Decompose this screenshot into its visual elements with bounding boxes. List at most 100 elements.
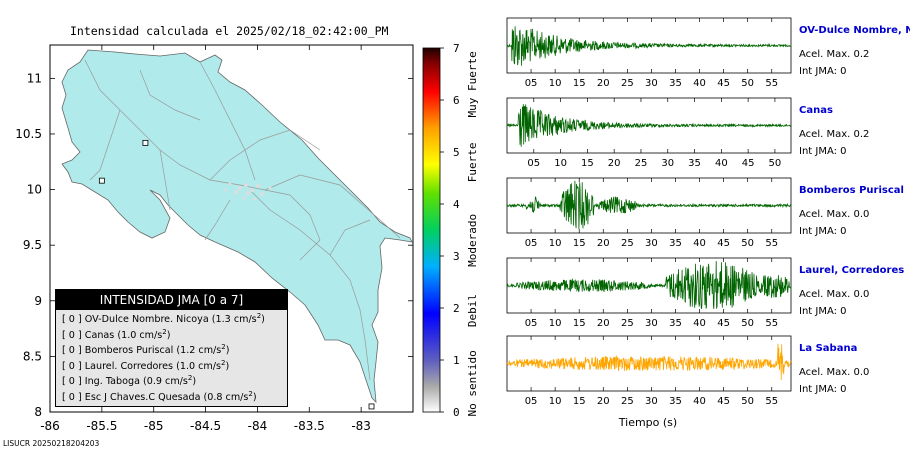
seismogram-tick-label: 50 — [741, 238, 754, 249]
legend-item-text: OV-Dulce Nombre. Nicoya (1.3 cm/s — [84, 314, 257, 325]
map-axis-ticks: -86 -85.5 -85 -84.5 -84 -83.5 -83 11 10.5 10 9.5 9 8… — [15, 45, 413, 433]
legend-item-intensity: [ 0 ] — [62, 391, 82, 403]
accel-max: Acel. Max. 0.0 — [799, 289, 869, 300]
legend-item: [ 0 ] Bomberos Puriscal (1.2 cm/s2) — [56, 343, 287, 359]
seismogram-tick-label: 55 — [765, 396, 778, 407]
legend-item-tail: ) — [261, 314, 265, 325]
map-xtick-label: -83.5 — [294, 419, 325, 433]
seismogram-tick-label: 30 — [645, 396, 658, 407]
legend-item-intensity: [ 0 ] — [62, 376, 82, 387]
seismogram-2: 05 10 15 20 25 30 35 40 45 50 55 Bomberos Puriscal A… — [506, 177, 904, 249]
map-ytick-label: 10 — [27, 183, 42, 197]
station-markers — [98, 139, 375, 410]
seismogram-tick-label: 25 — [635, 158, 648, 169]
seismogram-tick-label: 10 — [549, 318, 562, 329]
colorbar: 7 6 5 4 3 2 1 0 Muy Fuerte Fuerte Moderado Debil No… — [422, 42, 479, 419]
station-name: La Sabana — [799, 343, 857, 354]
station-name: Canas — [799, 105, 833, 116]
seismogram-tick-label: 40 — [693, 396, 706, 407]
seismogram-tick-label: 25 — [621, 318, 634, 329]
colorbar-tick-label: 5 — [453, 146, 460, 159]
road-network — [84, 59, 401, 381]
colorbar-label: Fuerte — [466, 143, 479, 183]
seismogram-tick-label: 05 — [525, 318, 538, 329]
costa-rica-land — [61, 49, 413, 404]
seismogram-3: 05 10 15 20 25 30 35 40 45 50 55 Laurel, Corredores… — [506, 257, 904, 329]
legend-item-sup: 2 — [221, 342, 226, 351]
city-cluster — [223, 182, 272, 201]
seismogram-0: 05 10 15 20 25 30 35 40 45 50 55 OV-Dulce Nombre, N… — [506, 17, 910, 89]
map-xtick-label: -84.5 — [190, 419, 221, 433]
colorbar-ticks: 7 6 5 4 3 2 1 0 — [440, 42, 460, 419]
seismogram-tick-label: 40 — [693, 78, 706, 89]
legend-item: [ 0 ] Ing. Taboga (0.9 cm/s2) — [56, 374, 287, 390]
int-jma: Int JMA: 0 — [799, 384, 847, 395]
legend-item-text: Bomberos Puriscal (1.2 cm/s — [84, 345, 222, 356]
footer-id: LISUCR 20250218204203 — [3, 439, 100, 448]
seismogram-1: 05 10 15 20 25 30 35 40 45 50 Canas Acel. Max. 0.2 I… — [506, 97, 869, 169]
map-title: Intensidad calculada el 2025/02/18_02:42… — [70, 24, 389, 38]
map-ytick-label: 10.5 — [15, 127, 42, 141]
legend-item-sup: 2 — [221, 358, 226, 367]
seismogram-tick-label: 25 — [621, 238, 634, 249]
seismogram-tick-label: 50 — [741, 318, 754, 329]
map-xtick-label: -85.5 — [86, 419, 117, 433]
seismogram-tick-label: 35 — [669, 318, 682, 329]
legend-rows: [ 0 ] OV-Dulce Nombre. Nicoya (1.3 cm/s 2… — [56, 312, 287, 405]
seismogram-tick-label: 30 — [645, 238, 658, 249]
map-xtick-label: -85 — [144, 419, 164, 433]
colorbar-tick-label: 1 — [453, 354, 460, 367]
seismogram-trace — [506, 343, 792, 380]
int-jma: Int JMA: 0 — [799, 306, 847, 317]
colorbar-tick-label: 4 — [453, 198, 460, 211]
accel-max: Acel. Max. 0.0 — [799, 209, 869, 220]
seismogram-tick-label: 55 — [765, 78, 778, 89]
seismogram-tick-label: 40 — [693, 318, 706, 329]
legend-item-sup: 2 — [187, 373, 193, 382]
seismogram-tick-label: 20 — [597, 78, 610, 89]
seismogram-trace — [506, 104, 791, 147]
colorbar-label: Moderado — [466, 214, 479, 267]
seismogram-tick-label: 05 — [525, 78, 538, 89]
legend-item-intensity: [ 0 ] — [62, 329, 82, 341]
seismogram-tick-label: 35 — [669, 78, 682, 89]
colorbar-tick-label: 7 — [453, 42, 460, 55]
legend-item-tail: ) — [192, 376, 197, 387]
legend-item-text: Esc J Chaves.C Quesada (0.8 cm/s — [84, 391, 249, 403]
seismogram-4: 05 10 15 20 25 30 35 40 45 50 55 La Sabana Acel. Max… — [506, 335, 869, 407]
seismogram-trace — [506, 180, 792, 230]
legend-item-tail: ) — [225, 360, 230, 372]
legend-item-text: Ing. Taboga (0.9 cm/s — [84, 376, 188, 387]
seismogram-tick-label: 45 — [717, 238, 730, 249]
seismogram-tick-label: 55 — [765, 318, 778, 329]
legend-item: [ 0 ] OV-Dulce Nombre. Nicoya (1.3 cm/s2… — [56, 312, 287, 328]
legend-item-tail: ) — [225, 345, 230, 356]
seismogram-tick-label: 15 — [573, 78, 586, 89]
seismogram-tick-label: 10 — [549, 78, 562, 89]
colorbar-label: Debil — [466, 294, 479, 327]
seismogram-tick-label: 05 — [527, 158, 540, 169]
seismogram-tick-label: 45 — [742, 158, 755, 169]
map-ytick-label: 9.5 — [23, 238, 42, 252]
seismogram-tick-label: 55 — [765, 238, 778, 249]
legend-item: [ 0 ] Esc J Chaves.C Quesada (0.8 cm/s2) — [56, 390, 287, 406]
seismogram-tick-label: 40 — [715, 158, 728, 169]
colorbar-labels: Muy Fuerte Fuerte Moderado Debil No sentido — [466, 51, 479, 416]
map-ytick-label: 8 — [34, 405, 42, 419]
legend-item-tail: ) — [166, 329, 171, 341]
station-name: Laurel, Corredores — [799, 265, 904, 276]
seismogram-tick-label: 45 — [717, 78, 730, 89]
seismogram-tick-label: 05 — [525, 238, 538, 249]
seismogram-tick-label: 25 — [621, 78, 634, 89]
seismogram-tick-label: 40 — [693, 238, 706, 249]
seismogram-tick-label: 20 — [597, 238, 610, 249]
legend-item-sup: 2 — [248, 389, 253, 398]
map-ytick-label: 9 — [34, 294, 42, 308]
accel-max: Acel. Max. 0.2 — [799, 49, 869, 60]
legend-item: [ 0 ] Canas (1.0 cm/s2) — [56, 328, 287, 344]
legend-item-intensity: [ 0 ] — [62, 314, 82, 325]
station-marker — [98, 177, 105, 184]
seismogram-tick-label: 50 — [741, 396, 754, 407]
colorbar-tick-label: 0 — [453, 406, 460, 419]
seismogram-tick-label: 35 — [669, 238, 682, 249]
